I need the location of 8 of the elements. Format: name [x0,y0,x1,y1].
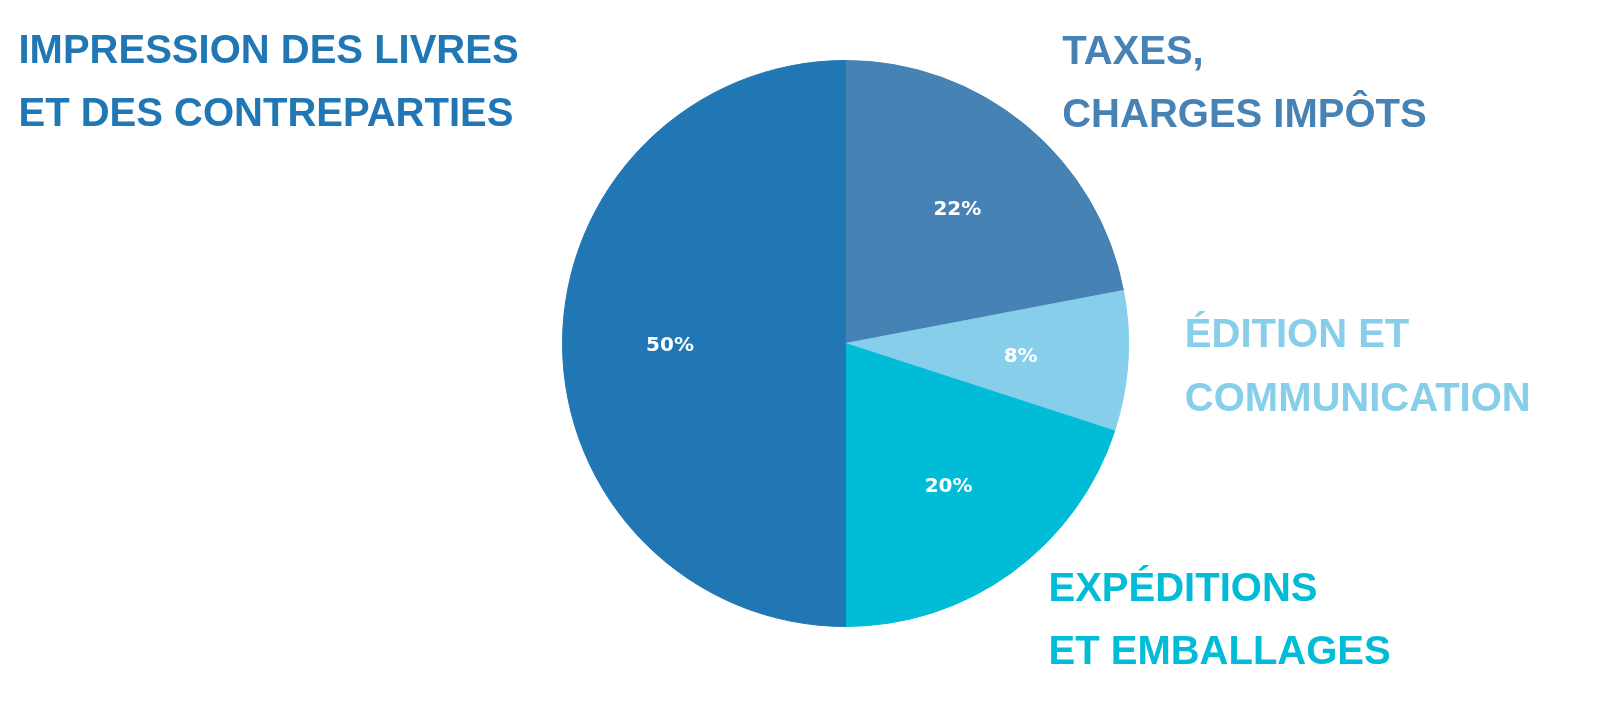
data-label: 50% [646,331,694,356]
slice-label: IMPRESSION DES LIVRES ET DES CONTREPARTIES [18,26,519,135]
data-label: 22% [933,196,982,221]
data-label: 8% [1003,342,1038,367]
data-label: 20% [924,473,973,498]
slice-label: ÉDITION ET COMMUNICATION [1184,310,1531,419]
slice-label: EXPÉDITIONS ET EMBALLAGES [1048,564,1391,673]
slice-label: TAXES, CHARGES IMPÔTS [1062,27,1427,136]
